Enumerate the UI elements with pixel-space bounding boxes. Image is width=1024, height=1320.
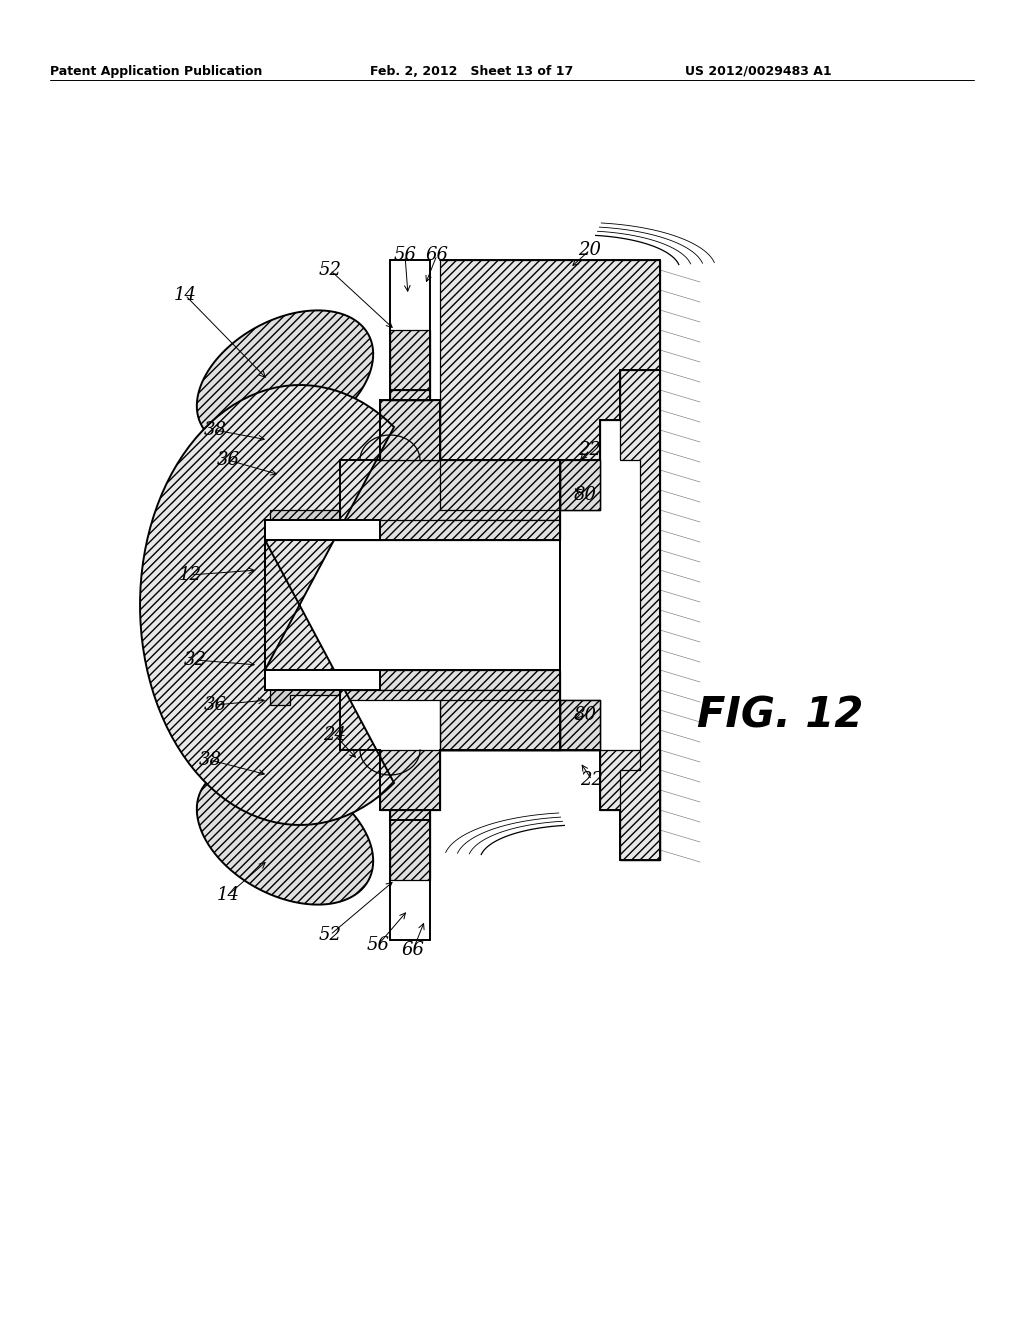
Polygon shape [265, 520, 560, 540]
Polygon shape [440, 750, 660, 861]
Text: Patent Application Publication: Patent Application Publication [50, 65, 262, 78]
Polygon shape [340, 690, 560, 750]
Text: 52: 52 [318, 927, 341, 944]
Polygon shape [390, 330, 430, 400]
Text: 32: 32 [183, 651, 207, 669]
Text: 12: 12 [178, 566, 202, 583]
Text: 24: 24 [324, 726, 346, 744]
Text: 66: 66 [401, 941, 425, 960]
Polygon shape [440, 459, 600, 510]
Polygon shape [265, 671, 560, 690]
Polygon shape [620, 370, 660, 861]
Text: 36: 36 [216, 451, 240, 469]
Text: FIG. 12: FIG. 12 [696, 694, 863, 737]
Text: 66: 66 [426, 246, 449, 264]
Text: 36: 36 [204, 696, 226, 714]
Text: 20: 20 [579, 242, 601, 259]
Text: 14: 14 [216, 886, 240, 904]
Polygon shape [140, 385, 394, 825]
Text: 22: 22 [579, 441, 601, 459]
Polygon shape [440, 260, 660, 459]
Text: Feb. 2, 2012   Sheet 13 of 17: Feb. 2, 2012 Sheet 13 of 17 [370, 65, 573, 78]
Polygon shape [265, 540, 560, 671]
Polygon shape [265, 671, 380, 690]
Text: 80: 80 [573, 486, 597, 504]
Text: 22: 22 [581, 771, 603, 789]
Text: 56: 56 [393, 246, 417, 264]
Text: US 2012/0029483 A1: US 2012/0029483 A1 [685, 65, 831, 78]
Text: 80: 80 [573, 706, 597, 723]
Polygon shape [380, 750, 440, 810]
Text: 14: 14 [173, 286, 197, 304]
Polygon shape [197, 766, 373, 904]
Polygon shape [390, 810, 430, 880]
Text: 38: 38 [199, 751, 221, 770]
Polygon shape [560, 700, 600, 750]
Polygon shape [270, 685, 340, 705]
Polygon shape [270, 510, 340, 531]
Polygon shape [440, 700, 600, 750]
Polygon shape [265, 520, 380, 540]
Text: 38: 38 [204, 421, 226, 440]
Polygon shape [197, 310, 373, 450]
Polygon shape [340, 459, 560, 540]
Text: 56: 56 [367, 936, 389, 954]
Text: 52: 52 [318, 261, 341, 279]
Polygon shape [560, 459, 600, 510]
Polygon shape [380, 400, 440, 459]
